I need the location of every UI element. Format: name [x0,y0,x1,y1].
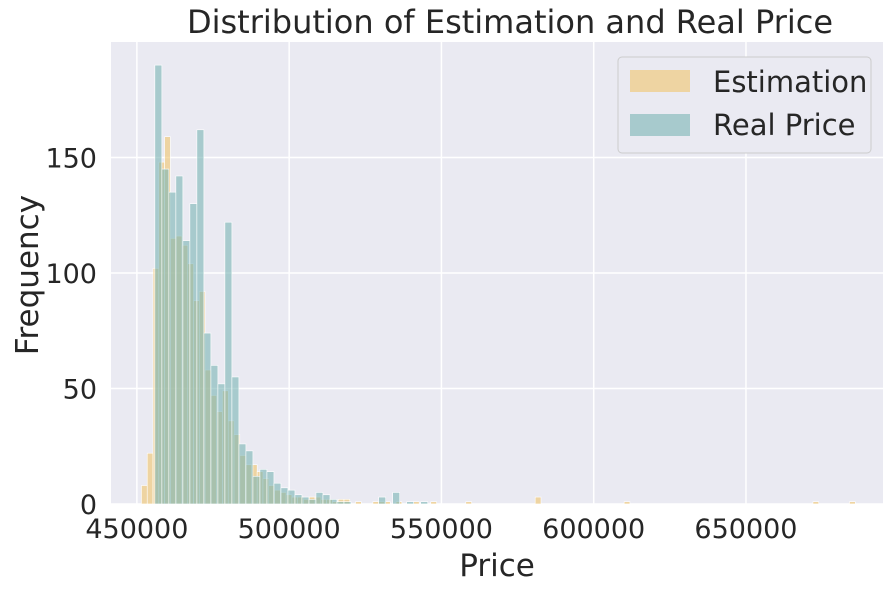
legend-swatch-estimation [630,70,690,92]
estimation-bar [146,452,154,505]
y-tick-label: 50 [63,375,97,406]
real-price-bar [203,332,212,505]
y-tick-labels: 0 50 100 150 [45,144,97,522]
real-price-bar [182,240,191,505]
legend: Estimation Real Price [617,56,872,154]
real-price-bar [329,499,338,505]
real-price-bar [224,221,233,505]
legend-label-estimation: Estimation [713,65,867,99]
x-tick-label: 600000 [542,514,645,545]
x-tick-label: 650000 [694,514,797,545]
real-price-bar [287,489,296,505]
real-price-bar [280,487,289,505]
estimation-bar [812,501,820,505]
real-price-bar [301,496,310,505]
chart-title: Distribution of Estimation and Real Pric… [187,3,833,41]
real-price-bar [273,482,282,505]
legend-swatch-real-price [630,114,690,136]
estimation-bar [355,501,362,505]
real-price-bar [196,129,205,505]
real-price-bar [217,383,226,505]
real-price-bar [210,365,219,505]
real-price-bar [378,496,386,505]
estimation-bar [849,501,856,505]
real-price-bar [259,469,268,505]
real-price-bar [168,191,177,505]
real-price-bar [266,471,275,505]
y-tick-label: 0 [80,490,97,521]
real-price-bar [154,64,163,505]
real-price-bar [315,492,324,505]
real-price-bar [161,168,170,505]
y-axis-label: Frequency [10,195,46,355]
real-price-bar [238,443,247,505]
real-price-bar [406,501,415,505]
real-price-bar [175,175,184,505]
estimation-bar [413,501,420,505]
estimation-bar [623,501,631,505]
y-tick-label: 150 [45,144,97,175]
real-price-bar [322,494,331,505]
real-price-bar [392,492,401,505]
estimation-bar [534,496,542,505]
real-price-bar [245,450,254,505]
real-price-bar [343,501,352,505]
real-price-bar [252,475,261,505]
x-axis-label: Price [459,548,535,584]
estimation-bar [430,501,437,505]
estimation-bar [372,501,379,505]
x-tick-label: 550000 [390,514,493,545]
grid-lines [111,42,883,505]
real-price-bar [420,501,429,505]
estimation-bar [465,501,472,505]
real-price-bar [294,494,303,505]
x-tick-labels: 450000 500000 550000 600000 650000 [85,514,797,545]
y-tick-label: 100 [45,259,97,290]
real-price-bar [336,501,345,505]
real-price-bar [189,203,198,505]
x-tick-label: 450000 [85,514,188,545]
x-tick-label: 500000 [238,514,341,545]
legend-label-real-price: Real Price [713,108,855,142]
real-price-bar [308,499,317,505]
estimation-bar [141,485,148,505]
real-price-bars [154,64,429,505]
real-price-bar [231,376,240,505]
